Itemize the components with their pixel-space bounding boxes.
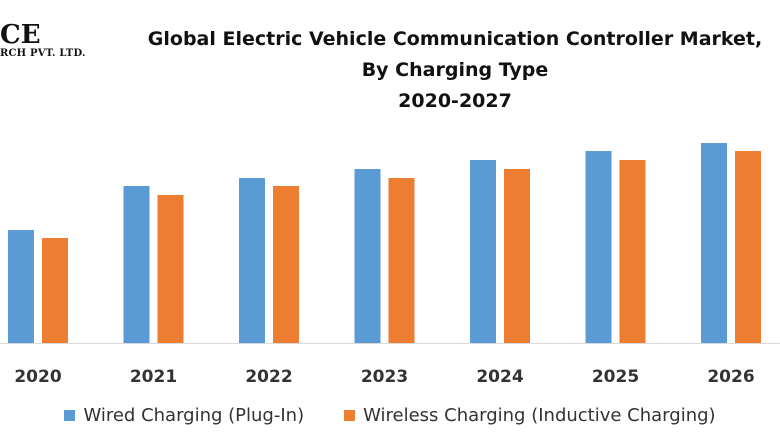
x-tick-label-2023: 2023 bbox=[361, 367, 408, 387]
bar-chart: 2020 2021 2022 2023 2024 2025 2026 bbox=[0, 143, 780, 387]
legend-swatch-wired bbox=[64, 410, 76, 421]
bar-wireless-2026 bbox=[735, 151, 761, 343]
legend-label-wireless: Wireless Charging (Inductive Charging) bbox=[363, 405, 716, 426]
bar-wired-2023 bbox=[354, 169, 381, 343]
logo-line-1: CE bbox=[0, 20, 41, 50]
legend-item-wired: Wired Charging (Plug-In) bbox=[64, 405, 304, 426]
bar-wired-2026 bbox=[701, 143, 727, 343]
bar-wireless-2024 bbox=[504, 169, 530, 343]
legend: Wired Charging (Plug-In) Wireless Chargi… bbox=[0, 405, 780, 426]
bar-wireless-2021 bbox=[157, 195, 184, 343]
bar-wired-2022 bbox=[239, 178, 265, 343]
bar-wired-2025 bbox=[585, 151, 612, 343]
logo-line-2: RCH PVT. LTD. bbox=[0, 48, 86, 59]
x-tick-label-2026: 2026 bbox=[707, 367, 754, 387]
bar-wired-2020 bbox=[8, 230, 34, 343]
bar-wired-2024 bbox=[470, 160, 496, 343]
bar-wireless-2022 bbox=[273, 186, 299, 343]
x-tick-label-2025: 2025 bbox=[592, 367, 639, 387]
title-line-3: 2020-2027 bbox=[398, 90, 512, 112]
title-line-2: By Charging Type bbox=[361, 59, 549, 81]
x-tick-label-2024: 2024 bbox=[476, 367, 523, 387]
bar-wireless-2020 bbox=[42, 238, 68, 343]
legend-swatch-wireless bbox=[344, 410, 356, 421]
chart-title: Global Electric Vehicle Communication Co… bbox=[130, 24, 780, 117]
title-line-1: Global Electric Vehicle Communication Co… bbox=[147, 28, 763, 50]
x-tick-label-2021: 2021 bbox=[130, 367, 177, 387]
bar-wired-2021 bbox=[123, 186, 150, 343]
legend-item-wireless: Wireless Charging (Inductive Charging) bbox=[344, 405, 716, 426]
x-tick-label-2022: 2022 bbox=[245, 367, 292, 387]
bar-wireless-2025 bbox=[619, 160, 646, 343]
company-logo: CE RCH PVT. LTD. bbox=[0, 22, 86, 59]
bar-wireless-2023 bbox=[388, 178, 415, 343]
x-tick-label-2020: 2020 bbox=[14, 367, 61, 387]
legend-label-wired: Wired Charging (Plug-In) bbox=[83, 405, 305, 426]
